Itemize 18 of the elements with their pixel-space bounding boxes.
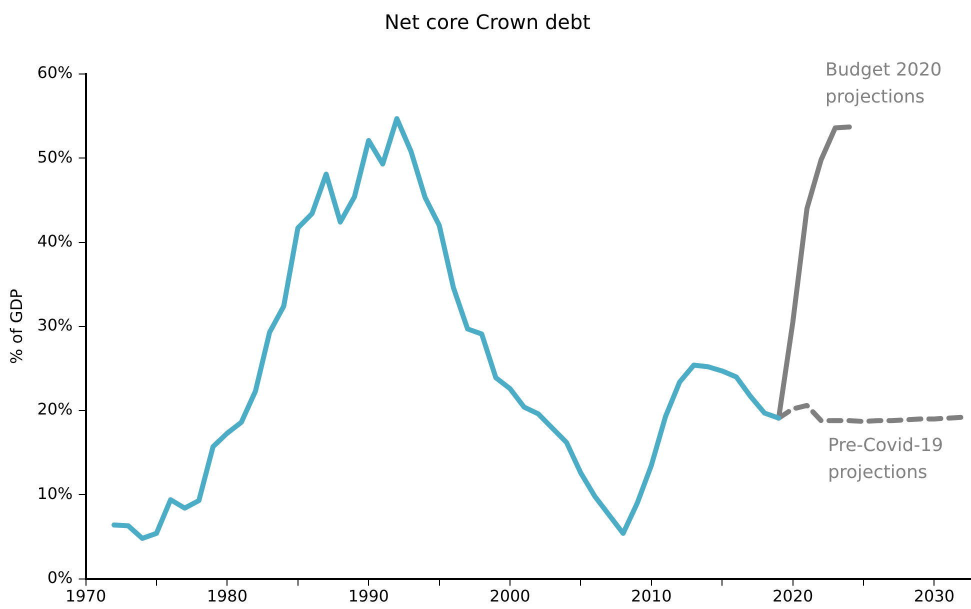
x-tick-label: 1990: [348, 586, 389, 606]
x-tick-label: 2020: [772, 586, 814, 606]
chart-title: Net core Crown debt: [384, 10, 591, 34]
x-tick-label: 2030: [914, 586, 955, 606]
x-tick-label: 1970: [65, 586, 106, 606]
y-tick-label: 60%: [37, 63, 73, 82]
y-tick-label: 30%: [37, 316, 73, 335]
y-tick-label: 50%: [37, 147, 73, 166]
x-tick-label: 1980: [206, 586, 248, 606]
x-tick-label: 2010: [631, 586, 672, 606]
y-tick-label: 20%: [37, 400, 73, 419]
y-tick-label: 40%: [37, 231, 73, 250]
series-label: Pre-Covid-19 projections: [828, 435, 944, 484]
y-tick-label: 0%: [47, 568, 73, 587]
y-tick-label: 10%: [37, 484, 73, 503]
y-axis-title: % of GDP: [6, 288, 26, 364]
x-tick-label: 2000: [490, 586, 530, 606]
series-label: Budget 2020 projections: [825, 60, 942, 108]
